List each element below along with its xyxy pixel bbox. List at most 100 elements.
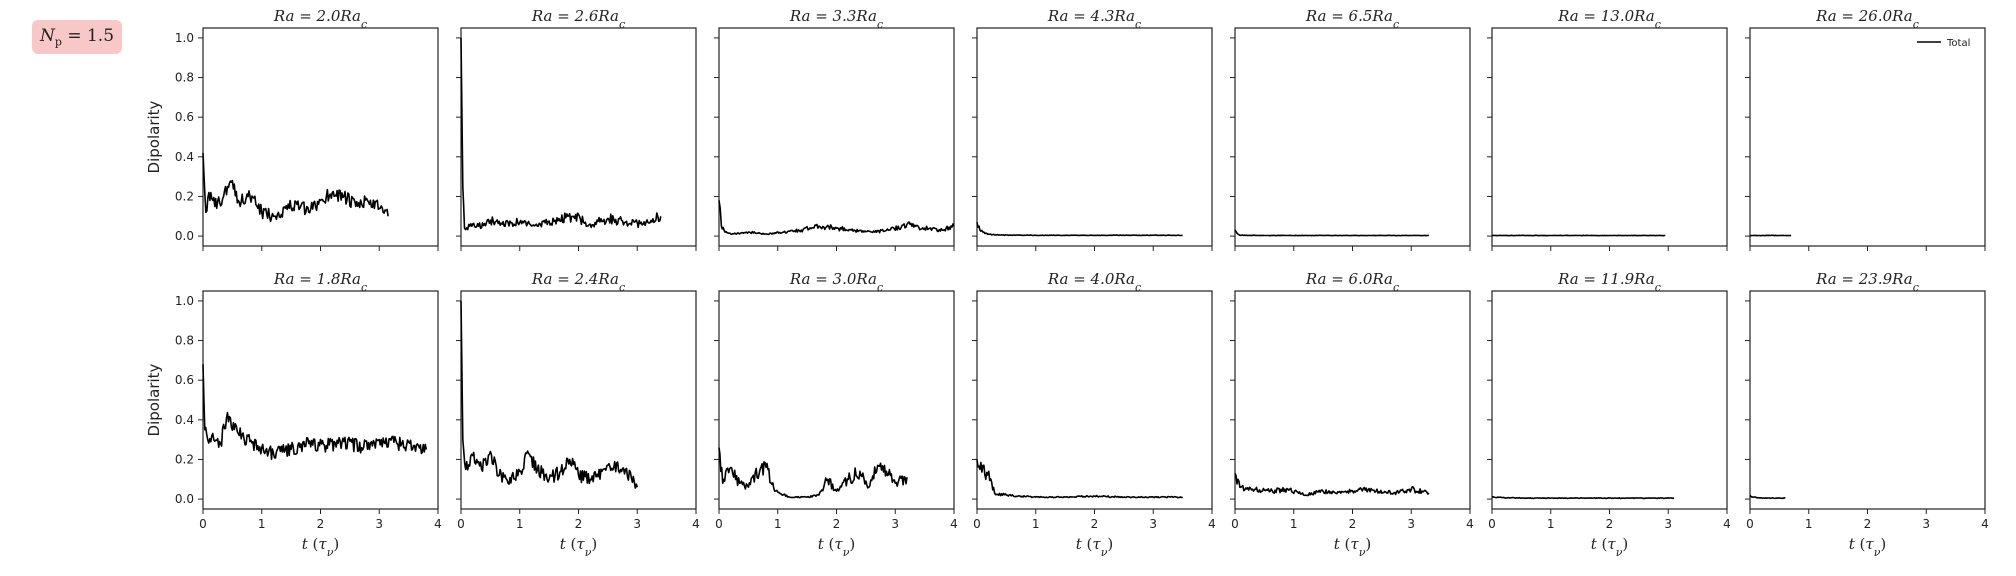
y-tick-label: 0.2 bbox=[175, 452, 194, 466]
x-tick-label: 4 bbox=[1208, 517, 1216, 531]
panel-title: Ra = 26.0Rac bbox=[1815, 7, 1919, 31]
panel-title: Ra = 2.6Rac bbox=[531, 7, 625, 31]
y-tick-label: 1.0 bbox=[175, 31, 194, 45]
x-tick-label: 1 bbox=[258, 517, 266, 531]
x-tick-label: 4 bbox=[434, 517, 442, 531]
series-line-total bbox=[718, 447, 908, 499]
panel-title: Ra = 2.0Rac bbox=[273, 7, 367, 31]
panel-frame bbox=[1234, 290, 1471, 510]
panel-title: Ra = 2.4Rac bbox=[531, 270, 625, 294]
x-tick-label: 3 bbox=[1922, 517, 1930, 531]
x-tick-label: 0 bbox=[1231, 517, 1239, 531]
x-tick-label: 3 bbox=[1664, 517, 1672, 531]
panel-r1c3: Ra = 4.0Rac 0 1 2 3 4 t (τν) bbox=[972, 270, 1216, 559]
panel-frame bbox=[1491, 290, 1728, 510]
panel-r1c6: Ra = 23.9Rac 0 1 2 3 4 t (τν) bbox=[1745, 270, 1989, 559]
x-axis-label: t (τν) bbox=[1849, 535, 1887, 559]
panel-title: Ra = 3.3Rac bbox=[789, 7, 883, 31]
x-tick-label: 4 bbox=[1723, 517, 1731, 531]
panel-r0c3: Ra = 4.3Rac bbox=[972, 7, 1213, 251]
x-tick-label: 0 bbox=[973, 517, 981, 531]
x-tick-label: 1 bbox=[1805, 517, 1813, 531]
panel-title: Ra = 6.0Rac bbox=[1305, 270, 1399, 294]
panel-r0c6: Ra = 26.0Rac Total bbox=[1745, 7, 1986, 251]
panel-title: Ra = 23.9Rac bbox=[1815, 270, 1919, 294]
panel-frame bbox=[1491, 27, 1728, 247]
panel-r1c5: Ra = 11.9Rac 0 1 2 3 4 t (τν) bbox=[1487, 270, 1731, 559]
panel-frame bbox=[1749, 290, 1986, 510]
panel-title: Ra = 11.9Rac bbox=[1557, 270, 1661, 294]
panel-title: Ra = 4.0Rac bbox=[1047, 270, 1141, 294]
panel-frame bbox=[718, 27, 955, 247]
y-tick-label: 0.8 bbox=[175, 71, 194, 85]
panel-frame bbox=[202, 290, 439, 510]
series-line-total bbox=[202, 152, 389, 223]
panel-r0c1: Ra = 2.6Rac bbox=[456, 7, 697, 251]
x-tick-label: 2 bbox=[575, 517, 583, 531]
y-axis-label: Dipolarity bbox=[145, 100, 163, 173]
series-line-total bbox=[1234, 229, 1429, 237]
panel-frame bbox=[976, 27, 1213, 247]
series-line-total bbox=[460, 37, 662, 231]
series-line-total bbox=[202, 364, 428, 461]
np-badge: Np = 1.5 bbox=[32, 20, 123, 54]
x-tick-label: 3 bbox=[375, 517, 383, 531]
x-tick-label: 0 bbox=[199, 517, 207, 531]
x-tick-label: 1 bbox=[1032, 517, 1040, 531]
x-tick-label: 4 bbox=[1981, 517, 1989, 531]
x-tick-label: 4 bbox=[950, 517, 958, 531]
x-tick-label: 1 bbox=[1290, 517, 1298, 531]
x-tick-label: 0 bbox=[457, 517, 465, 531]
x-axis-label: t (τν) bbox=[1076, 535, 1114, 559]
y-tick-label: 0.2 bbox=[175, 189, 194, 203]
series-line-total bbox=[1234, 472, 1430, 497]
panel-r1c2: Ra = 3.0Rac 0 1 2 3 4 t (τν) bbox=[714, 270, 958, 559]
panel-title: Ra = 13.0Rac bbox=[1557, 7, 1661, 31]
panel-frame bbox=[1749, 27, 1986, 247]
panel-frame bbox=[1234, 27, 1471, 247]
x-tick-label: 2 bbox=[1864, 517, 1872, 531]
panel-r0c0: Ra = 2.0Rac 0.0 0.2 0.4 0.6 0.8 1.0 Dipolarity bbox=[145, 7, 439, 251]
y-tick-label: 0.6 bbox=[175, 110, 194, 124]
series-line-total bbox=[460, 300, 639, 489]
x-tick-label: 3 bbox=[891, 517, 899, 531]
x-tick-label: 4 bbox=[1466, 517, 1474, 531]
x-axis-label: t (τν) bbox=[1591, 535, 1629, 559]
x-tick-label: 0 bbox=[715, 517, 723, 531]
series-line-total bbox=[1491, 495, 1675, 500]
x-tick-label: 0 bbox=[1488, 517, 1496, 531]
y-tick-label: 0.8 bbox=[175, 334, 194, 348]
panel-r0c5: Ra = 13.0Rac bbox=[1487, 7, 1728, 251]
y-tick-label: 0.4 bbox=[175, 413, 194, 427]
series-line-total bbox=[718, 200, 955, 236]
y-tick-label: 0.0 bbox=[175, 229, 194, 243]
series-line-total bbox=[1749, 494, 1786, 500]
panel-frame bbox=[202, 27, 439, 247]
x-tick-label: 2 bbox=[1606, 517, 1614, 531]
series-line-total bbox=[976, 459, 1183, 499]
panel-r0c2: Ra = 3.3Rac bbox=[714, 7, 955, 251]
series-line-total bbox=[976, 222, 1183, 237]
x-tick-label: 2 bbox=[1349, 517, 1357, 531]
y-tick-label: 1.0 bbox=[175, 294, 194, 308]
x-tick-label: 3 bbox=[1149, 517, 1157, 531]
panel-title: Ra = 6.5Rac bbox=[1305, 7, 1399, 31]
panel-r1c0: Ra = 1.8Rac 0.0 0.2 0.4 0.6 0.8 1.0 0 1 2 3 4 Dipola… bbox=[145, 270, 442, 559]
x-axis-label: t (τν) bbox=[1334, 535, 1372, 559]
panel-r1c4: Ra = 6.0Rac 0 1 2 3 4 t (τν) bbox=[1230, 270, 1474, 559]
panel-title: Ra = 4.3Rac bbox=[1047, 7, 1141, 31]
x-tick-label: 2 bbox=[833, 517, 841, 531]
x-tick-label: 2 bbox=[317, 517, 325, 531]
x-tick-label: 3 bbox=[633, 517, 641, 531]
panel-title: Ra = 1.8Rac bbox=[273, 270, 367, 294]
panel-r0c4: Ra = 6.5Rac bbox=[1230, 7, 1471, 251]
x-tick-label: 1 bbox=[774, 517, 782, 531]
y-tick-label: 0.0 bbox=[175, 492, 194, 506]
x-axis-label: t (τν) bbox=[302, 535, 340, 559]
y-tick-label: 0.6 bbox=[175, 373, 194, 387]
x-tick-label: 1 bbox=[516, 517, 524, 531]
y-axis-label: Dipolarity bbox=[145, 363, 163, 436]
x-tick-label: 0 bbox=[1746, 517, 1754, 531]
x-tick-label: 4 bbox=[692, 517, 700, 531]
